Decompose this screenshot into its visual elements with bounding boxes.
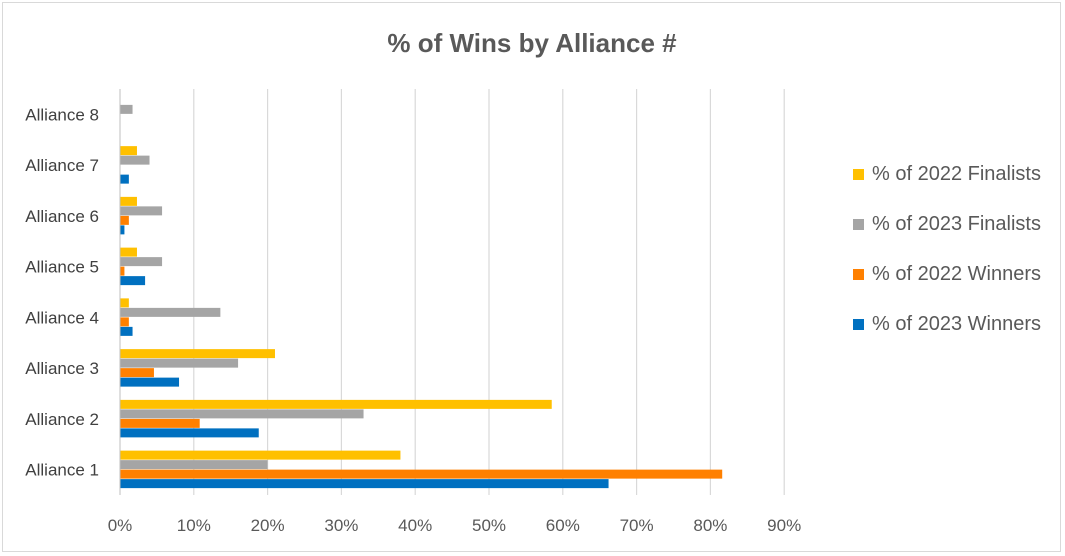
gridlines bbox=[193, 89, 785, 495]
bar-alliance-6-series-3 bbox=[120, 225, 125, 235]
bar-alliance-4-series-2 bbox=[120, 317, 129, 327]
legend-label: % of 2022 Finalists bbox=[872, 163, 1041, 185]
category-label: Alliance 5 bbox=[25, 258, 99, 277]
bar-alliance-2-series-0 bbox=[120, 399, 552, 409]
x-tick-label: 70% bbox=[620, 516, 654, 535]
bar-alliance-1-series-1 bbox=[120, 460, 268, 470]
legend-item: % of 2023 Winners bbox=[853, 313, 1041, 335]
x-tick-label: 90% bbox=[767, 516, 801, 535]
x-tick-label: 80% bbox=[693, 516, 727, 535]
x-tick-label: 40% bbox=[398, 516, 432, 535]
bar-alliance-5-series-0 bbox=[120, 247, 137, 257]
y-axis-categories: Alliance 1 Alliance 2 Alliance 3 Alliance 4… bbox=[25, 105, 99, 479]
x-tick-label: 30% bbox=[324, 516, 358, 535]
x-axis-ticks: 0% 10% 20% 30% 40% 50% 60% 70% 80% 90% bbox=[108, 516, 802, 535]
category-label: Alliance 1 bbox=[25, 461, 99, 480]
bar-alliance-3-series-1 bbox=[120, 358, 239, 368]
legend-item: % of 2023 Finalists bbox=[853, 213, 1041, 235]
bar-alliance-1-series-0 bbox=[120, 450, 401, 460]
legend-label: % of 2022 Winners bbox=[872, 263, 1041, 285]
category-label: Alliance 8 bbox=[25, 105, 99, 124]
category-label: Alliance 7 bbox=[25, 156, 99, 175]
bar-alliance-2-series-1 bbox=[120, 409, 364, 419]
bars bbox=[120, 104, 723, 489]
x-tick-label: 60% bbox=[546, 516, 580, 535]
bar-alliance-5-series-1 bbox=[120, 257, 163, 267]
bar-alliance-4-series-1 bbox=[120, 307, 221, 317]
bar-alliance-6-series-1 bbox=[120, 206, 163, 216]
bar-alliance-1-series-2 bbox=[120, 469, 723, 479]
bar-alliance-6-series-0 bbox=[120, 196, 137, 206]
bar-alliance-6-series-2 bbox=[120, 215, 129, 225]
legend-item: % of 2022 Finalists bbox=[853, 163, 1041, 185]
bar-alliance-7-series-1 bbox=[120, 155, 150, 165]
bar-alliance-3-series-2 bbox=[120, 368, 154, 378]
chart-title: % of Wins by Alliance # bbox=[387, 28, 677, 58]
bar-alliance-2-series-2 bbox=[120, 418, 200, 428]
x-tick-label: 0% bbox=[108, 516, 133, 535]
category-label: Alliance 3 bbox=[25, 359, 99, 378]
bar-alliance-8-series-1 bbox=[120, 104, 133, 114]
legend-swatch bbox=[853, 169, 864, 180]
bar-alliance-4-series-0 bbox=[120, 298, 129, 308]
legend-item: % of 2022 Winners bbox=[853, 263, 1041, 285]
legend: % of 2022 Finalists % of 2023 Finalists % … bbox=[853, 163, 1041, 335]
bar-alliance-2-series-3 bbox=[120, 428, 259, 438]
bar-alliance-7-series-3 bbox=[120, 174, 129, 184]
bar-alliance-4-series-3 bbox=[120, 326, 133, 336]
category-label: Alliance 6 bbox=[25, 207, 99, 226]
category-label: Alliance 4 bbox=[25, 308, 99, 327]
bar-alliance-7-series-0 bbox=[120, 146, 137, 156]
legend-label: % of 2023 Finalists bbox=[872, 213, 1041, 235]
x-tick-label: 20% bbox=[251, 516, 285, 535]
x-tick-label: 50% bbox=[472, 516, 506, 535]
bar-alliance-5-series-2 bbox=[120, 266, 125, 276]
bar-alliance-3-series-0 bbox=[120, 349, 275, 359]
legend-swatch bbox=[853, 219, 864, 230]
bar-alliance-3-series-3 bbox=[120, 377, 180, 387]
x-tick-label: 10% bbox=[177, 516, 211, 535]
bar-alliance-1-series-3 bbox=[120, 479, 609, 489]
chart: % of Wins by Alliance # 0% 10% 20% 30% 40% 50… bbox=[25, 28, 1041, 535]
legend-swatch bbox=[853, 269, 864, 280]
legend-label: % of 2023 Winners bbox=[872, 313, 1041, 335]
legend-swatch bbox=[853, 319, 864, 330]
category-label: Alliance 2 bbox=[25, 410, 99, 429]
bar-alliance-5-series-3 bbox=[120, 276, 146, 286]
